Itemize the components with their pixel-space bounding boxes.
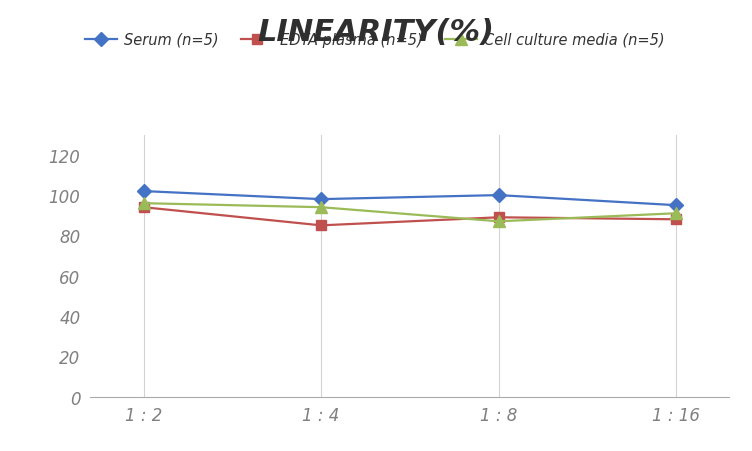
EDTA plasma (n=5) (494, 215, 503, 221)
Cell culture media (n=5) (494, 219, 503, 225)
Cell culture media (n=5) (139, 201, 148, 207)
Serum (n=5) (317, 197, 326, 202)
Legend: Serum (n=5), EDTA plasma (n=5), Cell culture media (n=5): Serum (n=5), EDTA plasma (n=5), Cell cul… (85, 33, 665, 48)
Serum (n=5) (672, 203, 681, 208)
Cell culture media (n=5) (317, 205, 326, 211)
Text: LINEARITY(%): LINEARITY(%) (257, 18, 495, 47)
EDTA plasma (n=5) (317, 223, 326, 229)
Serum (n=5) (139, 189, 148, 194)
Line: Cell culture media (n=5): Cell culture media (n=5) (138, 198, 682, 227)
Cell culture media (n=5) (672, 211, 681, 216)
Line: EDTA plasma (n=5): EDTA plasma (n=5) (138, 203, 681, 231)
EDTA plasma (n=5) (139, 205, 148, 211)
EDTA plasma (n=5) (672, 217, 681, 222)
Serum (n=5) (494, 193, 503, 198)
Line: Serum (n=5): Serum (n=5) (138, 187, 681, 211)
